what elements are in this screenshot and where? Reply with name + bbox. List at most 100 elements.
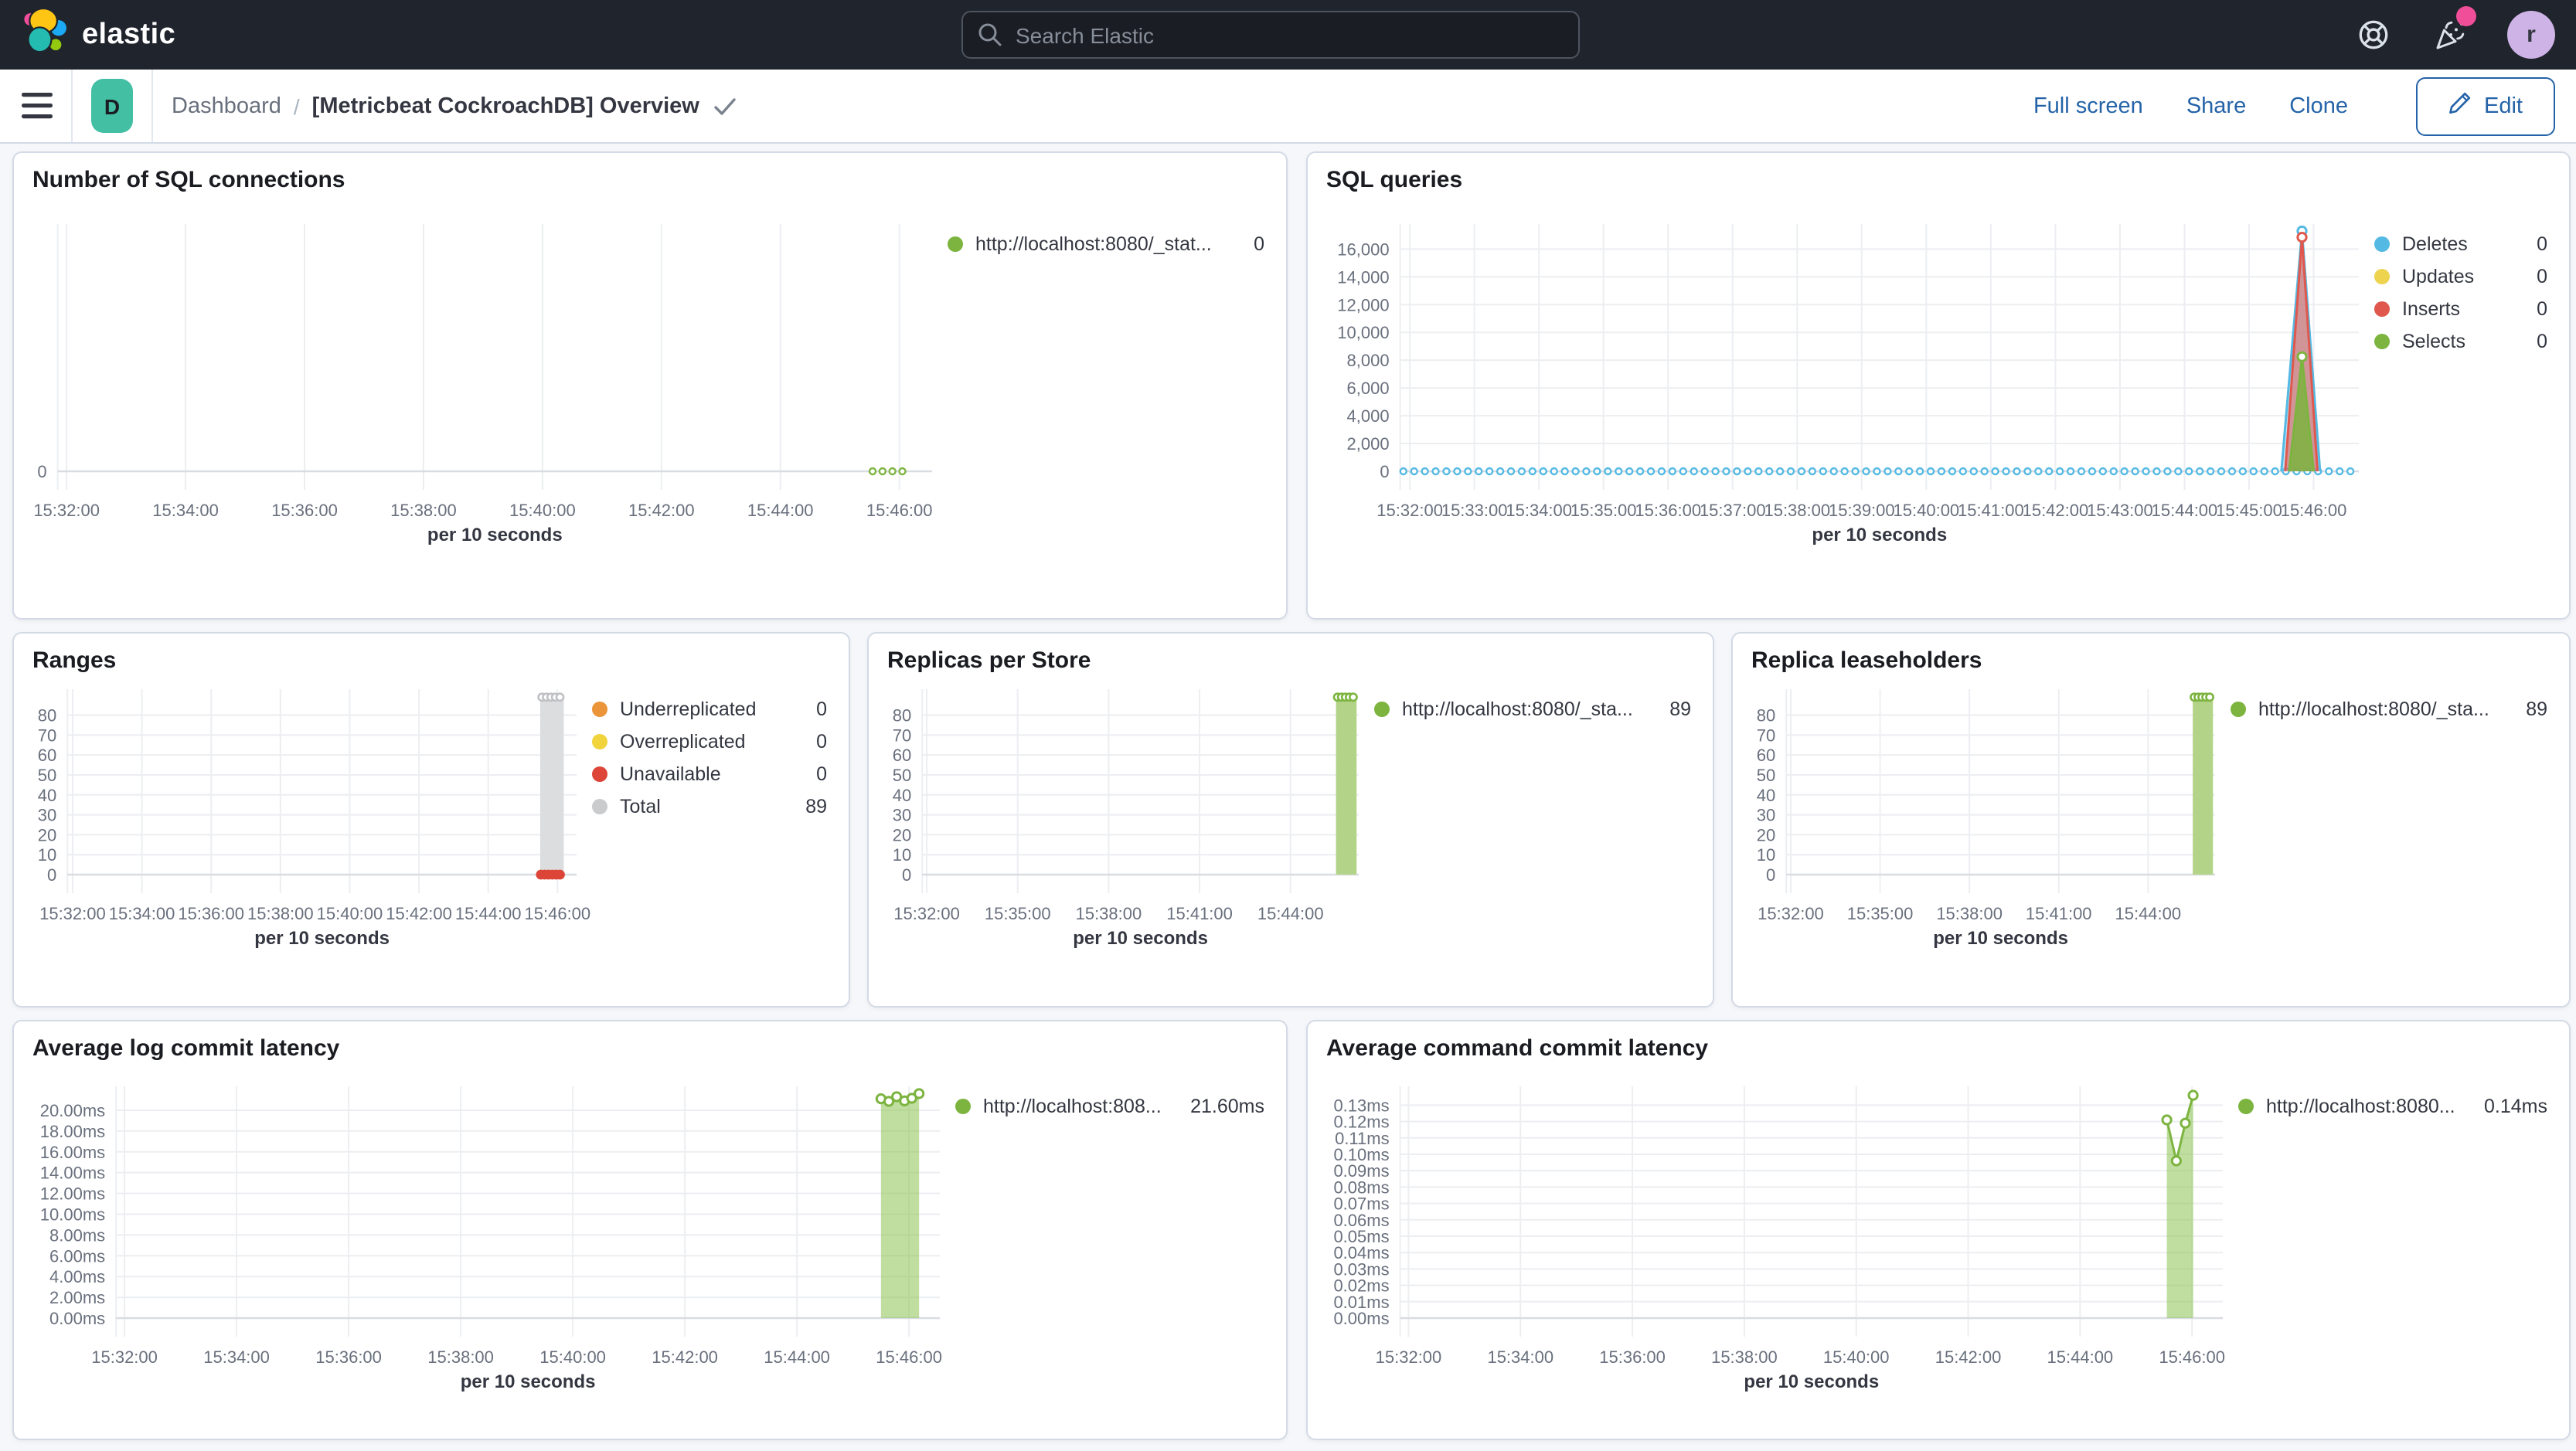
svg-text:10,000: 10,000 [1337,323,1389,342]
svg-text:15:40:00: 15:40:00 [539,1347,606,1367]
help-icon[interactable] [2353,15,2393,55]
panel-title[interactable]: Replica leaseholders [1751,647,1982,674]
svg-text:15:36:00: 15:36:00 [271,501,338,520]
panel-title[interactable]: Ranges [32,647,117,674]
svg-text:0.07ms: 0.07ms [1333,1194,1389,1214]
svg-text:15:35:00: 15:35:00 [1847,904,1914,923]
legend: Deletes 0 Updates 0 Inserts 0 Selects 0 [2374,227,2554,357]
svg-text:2,000: 2,000 [1347,434,1390,454]
svg-text:10.00ms: 10.00ms [40,1205,105,1224]
svg-text:15:32:00: 15:32:00 [33,501,100,520]
svg-text:15:46:00: 15:46:00 [2281,501,2347,520]
legend-item[interactable]: http://localhost:8080... 0.14ms [2238,1089,2547,1122]
pencil-icon [2448,91,2472,121]
svg-text:0: 0 [1766,865,1775,885]
chart-sql-connections: 0 15:32:00 15:34:00 15:36:00 15:38:00 15:40:0… [23,212,948,545]
svg-text:15:41:00: 15:41:00 [1166,904,1233,923]
legend-item[interactable]: Underreplicated 0 [592,692,827,725]
panel-title[interactable]: Average log commit latency [32,1035,340,1062]
legend-label: http://localhost:8080/_sta... [2258,698,2489,719]
legend-label: Total [620,795,661,817]
svg-text:15:38:00: 15:38:00 [247,904,314,923]
legend-dot-icon [2374,236,2390,251]
search-input[interactable] [961,11,1580,59]
svg-text:15:46:00: 15:46:00 [866,501,933,520]
edit-button[interactable]: Edit [2416,76,2555,135]
svg-text:4,000: 4,000 [1347,406,1390,426]
legend-dot-icon [955,1098,971,1113]
legend-value: 0.14ms [2484,1095,2547,1116]
legend-item[interactable]: Total 89 [592,790,827,822]
svg-text:15:38:00: 15:38:00 [1076,904,1142,923]
svg-text:0: 0 [47,865,56,885]
panel-title[interactable]: SQL queries [1326,167,1463,193]
svg-text:0.03ms: 0.03ms [1333,1259,1389,1279]
breadcrumb: Dashboard / [Metricbeat CockroachDB] Ove… [172,93,737,118]
chart-avg-command-commit-latency: 0.00ms 0.01ms 0.02ms 0.03ms 0.04ms 0.05ms 0.06… [1317,1074,2238,1392]
legend-item[interactable]: Updates 0 [2374,260,2547,292]
legend-label: http://localhost:8080/_stat... [975,233,1212,254]
svg-text:0.09ms: 0.09ms [1333,1161,1389,1181]
elastic-logo[interactable]: elastic [22,7,176,62]
legend-value: 0 [2537,233,2547,254]
elastic-logo-icon [22,7,69,62]
dashboard-badge[interactable]: D [91,79,133,133]
legend-item[interactable]: Inserts 0 [2374,292,2547,325]
legend-label: Overreplicated [620,730,746,752]
svg-text:15:46:00: 15:46:00 [876,1347,942,1367]
full-screen-button[interactable]: Full screen [2033,93,2143,118]
legend-item[interactable]: http://localhost:8080/_sta... 89 [1374,692,1691,725]
svg-text:15:36:00: 15:36:00 [315,1347,382,1367]
panel-title[interactable]: Number of SQL connections [32,167,345,193]
panel-title[interactable]: Average command commit latency [1326,1035,1709,1062]
legend-item[interactable]: Deletes 0 [2374,227,2547,260]
dashboard-toolbar: D Dashboard / [Metricbeat CockroachDB] O… [0,70,2576,144]
svg-text:15:40:00: 15:40:00 [1894,501,1960,520]
legend-dot-icon [592,701,607,716]
share-button[interactable]: Share [2186,93,2247,118]
svg-text:15:39:00: 15:39:00 [1829,501,1895,520]
svg-text:0: 0 [37,462,46,481]
svg-text:0.02ms: 0.02ms [1333,1276,1389,1296]
legend-item[interactable]: Unavailable 0 [592,757,827,790]
svg-text:15:46:00: 15:46:00 [525,904,591,923]
svg-text:15:44:00: 15:44:00 [2152,501,2218,520]
svg-text:15:42:00: 15:42:00 [652,1347,718,1367]
legend-item[interactable]: Selects 0 [2374,325,2547,357]
top-navbar: elastic [0,0,2576,70]
svg-text:2.00ms: 2.00ms [49,1288,105,1307]
svg-text:0: 0 [902,865,911,885]
svg-text:15:38:00: 15:38:00 [427,1347,494,1367]
legend-item[interactable]: Overreplicated 0 [592,725,827,757]
svg-text:15:40:00: 15:40:00 [509,501,576,520]
panel-title[interactable]: Replicas per Store [887,647,1091,674]
svg-text:0: 0 [1380,462,1389,481]
svg-text:15:32:00: 15:32:00 [1376,1347,1442,1367]
legend-dot-icon [592,798,607,814]
svg-text:15:44:00: 15:44:00 [2047,1347,2114,1367]
legend-label: http://localhost:8080... [2266,1095,2455,1116]
breadcrumb-dashboard-link[interactable]: Dashboard [172,93,281,118]
svg-text:per 10 seconds: per 10 seconds [461,1371,596,1392]
svg-text:10: 10 [893,845,911,865]
toolbar-separator [71,70,73,142]
legend-item[interactable]: http://localhost:8080/_stat... 0 [948,227,1264,260]
legend: Underreplicated 0 Overreplicated 0 Unavailab… [592,692,833,822]
svg-text:15:32:00: 15:32:00 [1376,501,1443,520]
newsfeed-icon[interactable] [2430,5,2476,55]
legend-value: 0 [2537,297,2547,319]
menu-icon[interactable] [22,93,53,119]
panel-replicas-per-store: Replicas per Store 0 10 20 30 40 50 60 70 80 15:3… [867,632,1714,1008]
svg-text:15:44:00: 15:44:00 [1257,904,1324,923]
legend-value: 89 [2526,698,2547,719]
svg-text:15:42:00: 15:42:00 [2023,501,2089,520]
svg-text:15:41:00: 15:41:00 [2026,904,2092,923]
panel-ranges: Ranges 0 10 20 30 40 50 60 70 80 15:32:00 15:34:00… [12,632,850,1008]
svg-text:16.00ms: 16.00ms [40,1143,105,1162]
global-search[interactable] [961,11,1580,59]
legend-item[interactable]: http://localhost:8080/_sta... 89 [2231,692,2547,725]
legend-item[interactable]: http://localhost:808... 21.60ms [955,1089,1264,1122]
brand-wordmark: elastic [82,18,176,50]
user-avatar[interactable]: r [2507,11,2555,59]
clone-button[interactable]: Clone [2289,93,2348,118]
